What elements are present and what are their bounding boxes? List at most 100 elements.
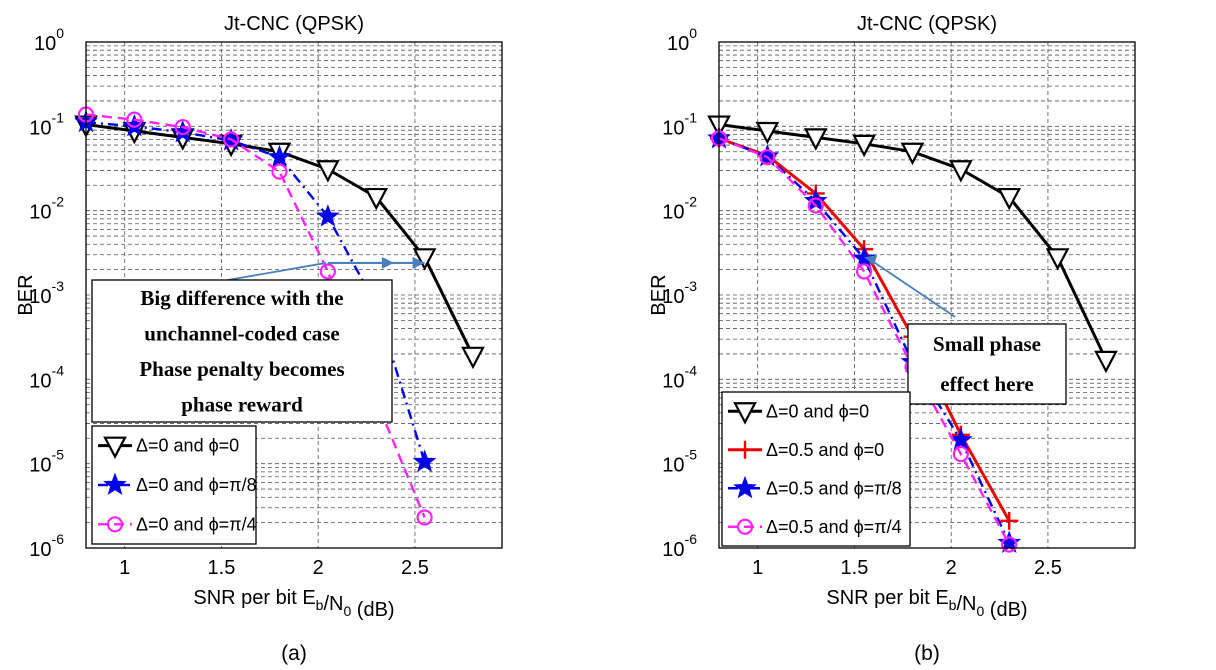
x-axis-label: SNR per bit Eb/N0 (dB) <box>826 587 1027 621</box>
data-point <box>736 440 754 459</box>
legend-label: Δ=0.5 and ϕ=π/8 <box>766 478 902 498</box>
data-point <box>852 134 876 158</box>
data-point <box>364 187 389 211</box>
data-point <box>900 142 925 166</box>
annotation-text: Big difference with the <box>140 286 343 310</box>
y-tick-label: 100 <box>34 25 64 55</box>
data-point <box>174 118 191 136</box>
y-tick-label: 10-6 <box>29 531 64 561</box>
x-tick-label: 2 <box>946 557 957 579</box>
annotation-leader <box>867 257 956 318</box>
legend-label: Δ=0 and ϕ=0 <box>766 401 869 421</box>
y-tick-label: 10-1 <box>662 109 697 139</box>
series-line <box>85 113 426 518</box>
y-tick-label: 10-5 <box>662 447 697 477</box>
y-axis-label: BER <box>15 274 37 315</box>
data-point <box>949 427 973 451</box>
annotation-text: Small phase <box>933 332 1041 356</box>
panel-label: (b) <box>914 642 940 665</box>
chart-panel-a: 1 1.5 2 2.5 100 10-1 10-2 10-3 10-4 10-5 10-6 Jt-… <box>15 13 503 665</box>
annotation: Big difference with the unchannel-coded c… <box>91 256 425 423</box>
annotation-text: unchannel-coded case <box>144 321 339 345</box>
legend-box <box>721 391 911 547</box>
data-point <box>803 128 828 151</box>
arrow-head <box>381 256 394 269</box>
data-point <box>412 449 437 472</box>
data-point <box>1045 248 1070 271</box>
data-point <box>106 516 124 533</box>
data-point <box>807 197 824 214</box>
data-point <box>949 160 973 183</box>
data-point <box>412 248 437 271</box>
y-tick-label: 10-5 <box>29 447 64 477</box>
legend: Δ=0 and ϕ=0 Δ=0 and ϕ=π/8 Δ=0 and ϕ=π/4 <box>91 425 257 545</box>
data-point <box>733 475 757 499</box>
data-point <box>759 149 776 166</box>
arrow-head <box>412 256 425 269</box>
y-tick-label: 100 <box>667 25 697 55</box>
series-line <box>718 137 1011 546</box>
legend-entry: Δ=0.5 and ϕ=π/8 <box>728 475 902 499</box>
legend-entry: Δ=0 and ϕ=π/4 <box>98 514 257 534</box>
x-tick-labels: 1 1.5 2 2.5 <box>752 557 1062 579</box>
x-tick-label: 1.5 <box>841 557 869 579</box>
annotation-text: effect here <box>940 372 1033 396</box>
panel-label: (a) <box>281 642 307 665</box>
annotation-text: phase reward <box>181 392 303 416</box>
legend-label: Δ=0 and ϕ=π/8 <box>136 475 257 495</box>
chart-panel-b: 1 1.5 2 2.5 100 10-1 10-2 10-3 10-4 10-5 10-6 Jt-… <box>648 13 1136 665</box>
data-point <box>126 111 143 128</box>
legend-label: Δ=0 and ϕ=π/4 <box>136 514 257 534</box>
data-point <box>461 346 485 370</box>
y-tick-label: 10-1 <box>29 109 64 139</box>
data-point <box>319 263 336 280</box>
series <box>707 115 1118 374</box>
legend-label: Δ=0.5 and ϕ=0 <box>766 440 884 460</box>
grid-lines <box>86 41 502 549</box>
legend-entry: Δ=0 and ϕ=0 <box>98 436 239 460</box>
legend: Δ=0 and ϕ=0 Δ=0.5 and ϕ=0 Δ=0.5 and ϕ=π/8 Δ… <box>721 391 911 547</box>
series <box>710 130 1018 553</box>
x-tick-labels: 1 1.5 2 2.5 <box>119 557 429 579</box>
x-tick-label: 2 <box>313 557 324 579</box>
x-tick-label: 2.5 <box>401 557 429 579</box>
arrow-head <box>864 255 878 266</box>
data-point <box>755 143 780 167</box>
series-layer <box>707 115 1118 553</box>
data-point <box>1000 511 1019 530</box>
data-point <box>316 204 340 227</box>
data-point <box>316 160 340 183</box>
x-tick-label: 1.5 <box>208 557 236 579</box>
data-point <box>103 472 127 496</box>
annotation-leader <box>227 262 327 282</box>
data-point <box>267 144 292 168</box>
chart-title: Jt-CNC (QPSK) <box>224 13 364 35</box>
x-tick-label: 2.5 <box>1034 557 1062 579</box>
x-tick-label: 1 <box>119 557 130 579</box>
legend-label: Δ=0.5 and ϕ=π/4 <box>766 517 902 537</box>
data-point <box>733 402 757 425</box>
chart-title: Jt-CNC (QPSK) <box>857 13 997 35</box>
legend-label: Δ=0 and ϕ=0 <box>136 436 239 456</box>
data-point <box>997 187 1022 211</box>
y-tick-label: 10-4 <box>29 362 64 392</box>
y-tick-label: 10-2 <box>662 194 697 224</box>
data-point <box>856 263 873 280</box>
data-point <box>416 509 433 526</box>
data-point <box>755 121 780 145</box>
legend-entry: Δ=0.5 and ϕ=π/4 <box>728 517 902 537</box>
data-point <box>271 163 288 180</box>
legend-entry: Δ=0 and ϕ=0 <box>728 401 869 425</box>
data-point <box>122 113 147 137</box>
data-point <box>223 131 240 148</box>
annotation-box <box>91 279 393 423</box>
y-tick-label: 10-6 <box>662 531 697 561</box>
legend-entry: Δ=0 and ϕ=π/8 <box>98 472 257 496</box>
plot-frame <box>718 41 1136 549</box>
annotation-text: Phase penalty becomes <box>139 357 344 381</box>
legend-entry: Δ=0.5 and ϕ=0 <box>728 440 884 460</box>
data-point <box>852 246 876 269</box>
data-point <box>952 445 969 463</box>
data-point <box>1001 536 1018 553</box>
